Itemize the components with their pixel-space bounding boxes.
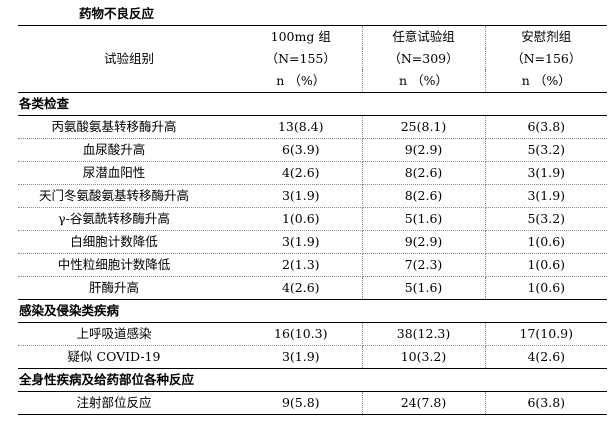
value-cell: 7(2.3) [362, 253, 486, 277]
column-n-100mg: （N=155） [240, 48, 363, 70]
row-label: 天门冬氨酸氨基转移酶升高 [18, 184, 240, 208]
row-label: 血尿酸升高 [18, 138, 240, 162]
section-row: 全身性疾病及给药部位各种反应 [18, 368, 608, 392]
table-title: 药物不良反应 [18, 3, 608, 26]
value-cell: 38(12.3) [362, 322, 486, 346]
section-title: 各类检查 [18, 92, 608, 116]
value-cell: 8(2.6) [362, 161, 486, 185]
table-row: γ-谷氨酰转移酶升高 1(0.6) 5(1.6) 5(3.2) [18, 207, 608, 231]
header-spacer [18, 26, 240, 49]
value-cell: 4(2.6) [485, 345, 608, 369]
value-cell: 5(3.2) [485, 138, 608, 162]
value-cell: 5(1.6) [362, 276, 486, 300]
value-cell: 4(2.6) [240, 161, 363, 185]
column-unit-100mg: n （%） [240, 70, 363, 93]
row-label: 中性粒细胞计数降低 [18, 253, 240, 277]
value-cell: 1(0.6) [485, 253, 608, 277]
column-unit-placebo: n （%） [485, 70, 608, 93]
row-label: γ-谷氨酰转移酶升高 [18, 207, 240, 231]
value-cell: 9(2.9) [362, 138, 486, 162]
value-cell: 16(10.3) [240, 322, 363, 346]
value-cell: 4(2.6) [240, 276, 363, 300]
column-header-100mg: 100mg 组 [240, 25, 363, 48]
section-title: 感染及侵染类疾病 [18, 299, 608, 323]
value-cell: 5(3.2) [485, 207, 608, 231]
section-row: 各类检查 [18, 92, 608, 116]
header-row-unit: n （%） n （%） n （%） [18, 70, 608, 93]
column-header-placebo: 安慰剂组 [521, 29, 572, 44]
table-row: 注射部位反应 9(5.8) 24(7.8) 6(3.8) [18, 391, 608, 415]
table-row: 中性粒细胞计数降低 2(1.3) 7(2.3) 1(0.6) [18, 253, 608, 277]
table-row: 尿潜血阳性 4(2.6) 8(2.6) 3(1.9) [18, 161, 608, 185]
value-cell: 5(1.6) [362, 207, 486, 231]
value-cell: 8(2.6) [362, 184, 486, 208]
value-cell: 10(3.2) [362, 345, 486, 369]
section-title: 全身性疾病及给药部位各种反应 [18, 368, 608, 392]
value-cell: 1(0.6) [240, 207, 363, 231]
value-cell: 3(1.9) [240, 184, 363, 208]
column-n-placebo: （N=156） [511, 51, 582, 66]
header-row-n: 试验组别 （N=155） （N=309） （N=156） [18, 48, 607, 70]
value-cell: 1(0.6) [485, 230, 608, 254]
header-row-name: 100mg 组 任意试验组 安慰剂组 [18, 25, 607, 49]
value-cell: 9(2.9) [362, 230, 486, 254]
value-cell: 3(1.9) [485, 184, 608, 208]
value-cell: 17(10.9) [485, 322, 608, 346]
value-cell: 13(8.4) [240, 115, 363, 139]
value-cell: 2(1.3) [240, 253, 363, 277]
column-n-any-trial: （N=309） [362, 48, 486, 70]
row-label-header: 试验组别 [103, 51, 154, 66]
value-cell: 24(7.8) [362, 391, 486, 415]
value-cell: 1(0.6) [485, 276, 608, 300]
row-label: 上呼吸道感染 [18, 322, 240, 346]
column-header-any-trial: 任意试验组 [362, 25, 486, 48]
table-row: 肝酶升高 4(2.6) 5(1.6) 1(0.6) [18, 276, 608, 300]
value-cell: 3(1.9) [240, 345, 363, 369]
row-label: 疑似 COVID-19 [18, 345, 240, 369]
value-cell: 6(3.9) [240, 138, 363, 162]
row-label: 丙氨酸氨基转移酶升高 [18, 115, 240, 139]
title-row: 药物不良反应 [18, 3, 608, 26]
table-body: 药物不良反应 100mg 组 任意试验组 安慰剂组 试验组别 （N=155） （… [18, 3, 608, 415]
row-label: 注射部位反应 [18, 391, 240, 415]
value-cell: 6(3.8) [485, 391, 608, 415]
value-cell: 6(3.8) [485, 115, 608, 139]
section-row: 感染及侵染类疾病 [18, 299, 608, 323]
value-cell: 9(5.8) [240, 391, 363, 415]
value-cell: 3(1.9) [240, 230, 363, 254]
table-row: 血尿酸升高 6(3.9) 9(2.9) 5(3.2) [18, 138, 608, 162]
adverse-reactions-table: 药物不良反应 100mg 组 任意试验组 安慰剂组 试验组别 （N=155） （… [18, 3, 608, 415]
value-cell: 3(1.9) [485, 161, 608, 185]
row-label: 白细胞计数降低 [18, 230, 240, 254]
value-cell: 25(8.1) [362, 115, 486, 139]
column-unit-any-trial: n （%） [362, 70, 486, 93]
table-row: 疑似 COVID-19 3(1.9) 10(3.2) 4(2.6) [18, 345, 608, 369]
header-spacer [18, 70, 240, 93]
row-label: 尿潜血阳性 [18, 161, 240, 185]
table-row: 上呼吸道感染 16(10.3) 38(12.3) 17(10.9) [18, 322, 608, 346]
row-label: 肝酶升高 [18, 276, 240, 300]
table-row: 白细胞计数降低 3(1.9) 9(2.9) 1(0.6) [18, 230, 608, 254]
table-row: 天门冬氨酸氨基转移酶升高 3(1.9) 8(2.6) 3(1.9) [18, 184, 608, 208]
table-row: 丙氨酸氨基转移酶升高 13(8.4) 25(8.1) 6(3.8) [18, 115, 608, 139]
